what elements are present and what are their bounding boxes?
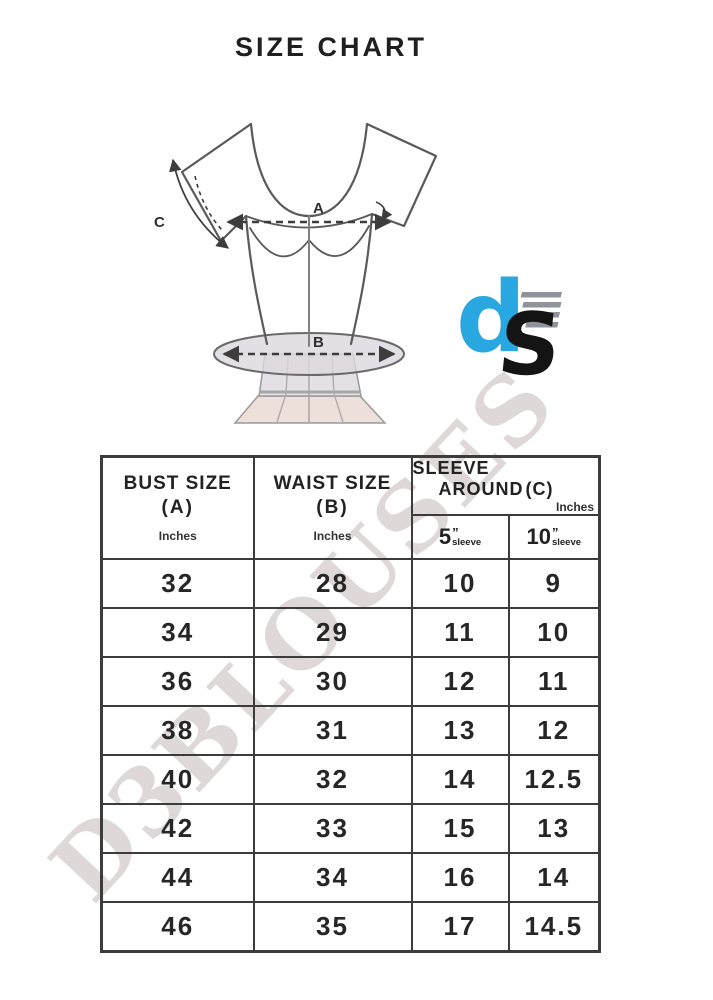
size-cell: 15 — [410, 803, 510, 854]
waist-label: B — [313, 334, 324, 351]
bust-header-label: BUST SIZE — [123, 473, 232, 494]
table-row: 44 34 16 14 — [100, 852, 601, 903]
size-cell: 30 — [252, 656, 413, 707]
size-cell: 38 — [100, 705, 255, 756]
sleeve-header-unit: Inches — [555, 500, 594, 514]
size-cell: 40 — [100, 754, 255, 805]
size-table-header: BUST SIZE (A) Inches WAIST SIZE (B) Inch… — [100, 455, 601, 560]
sleeve-label: C — [154, 214, 165, 231]
inch-mark: ” — [551, 524, 559, 540]
size-cell: 14 — [507, 852, 601, 903]
bust-column-header: BUST SIZE (A) Inches — [100, 455, 255, 560]
size-cell: 31 — [252, 705, 413, 756]
table-row: 40 32 14 12.5 — [100, 754, 601, 805]
size-cell: 13 — [410, 705, 510, 756]
sleeve-header-code: (C) — [525, 479, 554, 499]
table-row: 32 28 10 9 — [100, 558, 601, 609]
sleeve-caption: sleeve — [452, 536, 482, 548]
sleeve-10-subheader: 10” sleeve — [507, 514, 601, 560]
sleeve-5-subheader: 5” sleeve — [410, 514, 510, 560]
size-cell: 12 — [410, 656, 510, 707]
sleeve-header-line2: AROUND (C) — [438, 479, 554, 499]
waist-column-header: WAIST SIZE (B) Inches — [252, 455, 413, 560]
table-row: 46 35 17 14.5 — [100, 901, 601, 952]
size-cell: 36 — [100, 656, 255, 707]
measurement-lines — [169, 158, 396, 363]
size-cell: 44 — [100, 852, 255, 903]
size-cell: 34 — [100, 607, 255, 658]
blouse-outline — [180, 122, 438, 347]
sleeve-10-size: 10 — [526, 524, 551, 549]
size-cell: 35 — [252, 901, 413, 952]
size-cell: 32 — [252, 754, 413, 805]
logo-letter-d: d — [456, 261, 526, 375]
bust-header-code: (A) — [161, 497, 194, 518]
size-cell: 11 — [507, 656, 601, 707]
size-cell: 13 — [507, 803, 601, 854]
table-row: 36 30 12 11 — [100, 656, 601, 707]
size-cell: 32 — [100, 558, 255, 609]
size-cell: 11 — [410, 607, 510, 658]
table-body: 32 28 10 9 34 29 11 10 36 30 12 11 38 31 13 12 40 32 14 12.… — [100, 558, 601, 952]
inch-mark: ” — [452, 524, 459, 540]
size-cell: 14.5 — [507, 901, 601, 952]
size-cell: 42 — [100, 803, 255, 854]
table-row: 42 33 15 13 — [100, 803, 601, 854]
size-cell: 9 — [507, 558, 601, 609]
sleeve-measure-arc — [169, 158, 229, 249]
table-row: 38 31 13 12 — [100, 705, 601, 756]
waist-header-code: (B) — [316, 497, 349, 518]
underarm-hook-arrow — [375, 201, 393, 221]
brand-logo: d S — [456, 261, 566, 380]
sleeve-header-line1: SLEEVE — [412, 458, 490, 478]
waist-header-label: WAIST SIZE — [273, 473, 392, 494]
size-cell: 34 — [252, 852, 413, 903]
sleeve-5-size: 5 — [438, 524, 452, 549]
size-cell: 12 — [507, 705, 601, 756]
sleeve-column-header: SLEEVE AROUND (C) Inches — [410, 455, 601, 516]
size-cell: 46 — [100, 901, 255, 952]
size-cell: 10 — [507, 607, 601, 658]
size-table: BUST SIZE (A) Inches WAIST SIZE (B) Inch… — [100, 455, 601, 953]
logo-letter-s: S — [493, 295, 565, 380]
bust-header-unit: Inches — [158, 529, 197, 543]
size-cell: 28 — [252, 558, 413, 609]
blouse-measurement-diagram: A B C — [154, 122, 438, 424]
waist-header-unit: Inches — [313, 529, 352, 543]
bust-label: A — [313, 200, 324, 217]
sleeve-caption: sleeve — [551, 536, 582, 548]
size-cell: 14 — [410, 754, 510, 805]
size-cell: 17 — [410, 901, 510, 952]
page-title: SIZE CHART — [235, 32, 427, 62]
size-cell: 12.5 — [507, 754, 601, 805]
sleeve-measure-dash — [194, 175, 223, 231]
logo-speed-lines — [520, 292, 563, 328]
size-cell: 16 — [410, 852, 510, 903]
size-cell: 29 — [252, 607, 413, 658]
table-row: 34 29 11 10 — [100, 607, 601, 658]
size-cell: 10 — [410, 558, 510, 609]
size-cell: 33 — [252, 803, 413, 854]
